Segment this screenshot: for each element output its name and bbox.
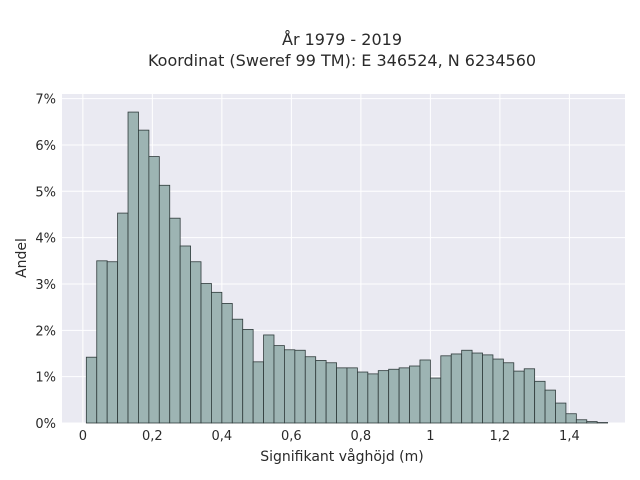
- histogram-bar: [325, 362, 337, 424]
- histogram-bar: [273, 345, 285, 424]
- histogram-bar: [450, 353, 463, 424]
- y-tick-label: 5%: [35, 185, 56, 200]
- x-tick-label: 1,4: [559, 429, 580, 444]
- x-tick-label: 0,6: [281, 429, 302, 444]
- x-tick-label: 1: [426, 429, 434, 444]
- histogram-bar: [85, 356, 98, 424]
- histogram-bar: [586, 421, 598, 424]
- histogram-bar: [440, 355, 452, 424]
- y-tick-label: 6%: [35, 139, 56, 154]
- histogram-bar: [96, 260, 108, 424]
- histogram-bar: [263, 334, 275, 424]
- histogram-bar: [200, 283, 212, 424]
- histogram-bar: [179, 245, 191, 424]
- histogram-bar: [242, 328, 254, 424]
- histogram-bar: [117, 212, 129, 424]
- histogram-bar: [419, 359, 431, 424]
- y-tick-labels: 0% 1% 2% 3% 4% 5% 6% 7%: [35, 93, 56, 432]
- y-tick-label: 7%: [35, 93, 56, 108]
- x-tick-label: 1,2: [490, 429, 511, 444]
- histogram-bar: [367, 373, 379, 424]
- histogram-bar: [304, 356, 317, 424]
- x-tick-label: 0,8: [351, 429, 372, 444]
- histogram-bar: [471, 352, 483, 424]
- histogram-bar: [336, 367, 348, 424]
- y-tick-label: 2%: [35, 324, 56, 339]
- histogram-bar: [357, 371, 369, 424]
- x-axis-title: Signifikant våghöjd (m): [260, 448, 423, 465]
- histogram-bar: [398, 367, 410, 424]
- y-tick-label: 3%: [35, 278, 56, 293]
- histogram-bar: [565, 413, 577, 424]
- histogram-bar: [461, 349, 473, 424]
- x-tick-labels: 0 0,2 0,4 0,6 0,8 1 1,2 1,4: [79, 429, 580, 444]
- histogram-bar: [482, 354, 494, 424]
- y-axis-title: Andel: [14, 238, 30, 278]
- histogram-bar: [138, 129, 150, 424]
- x-tick-label: 0,2: [142, 429, 163, 444]
- histogram-bar: [502, 362, 515, 424]
- histogram-bar: [294, 349, 306, 424]
- chart-title: År 1979 - 2019: [282, 30, 402, 49]
- histogram-bar: [492, 358, 504, 424]
- histogram-bar: [388, 368, 400, 424]
- histogram-bar: [221, 303, 233, 424]
- histogram-bar: [148, 156, 160, 424]
- histogram-bar: [211, 291, 223, 424]
- histogram-bar: [377, 370, 390, 424]
- histogram-bar: [513, 370, 525, 424]
- histogram-bar: [544, 389, 556, 424]
- histogram-bar: [169, 217, 181, 424]
- histogram-bar: [190, 261, 202, 424]
- histogram-bar: [429, 377, 442, 424]
- histogram-bar: [284, 349, 296, 424]
- histogram-bar: [106, 261, 119, 424]
- histogram-bar: [534, 380, 546, 424]
- histogram-bar: [575, 419, 588, 424]
- chart-subtitle: Koordinat (Sweref 99 TM): E 346524, N 62…: [148, 51, 536, 70]
- histogram-bar: [523, 368, 536, 424]
- x-tick-label: 0,4: [212, 429, 233, 444]
- y-tick-label: 4%: [35, 232, 56, 247]
- y-tick-label: 0%: [35, 417, 56, 432]
- histogram-bar: [231, 318, 244, 424]
- histogram-bar: [346, 367, 358, 424]
- histogram-bar: [315, 360, 327, 424]
- histogram-bar: [158, 184, 171, 424]
- histogram-bar: [127, 111, 139, 424]
- y-tick-label: 1%: [35, 371, 56, 386]
- x-tick-label: 0: [79, 429, 87, 444]
- histogram-bar: [555, 402, 567, 424]
- bars: [85, 111, 609, 424]
- histogram-bar: [409, 365, 421, 424]
- histogram-bar: [252, 361, 264, 424]
